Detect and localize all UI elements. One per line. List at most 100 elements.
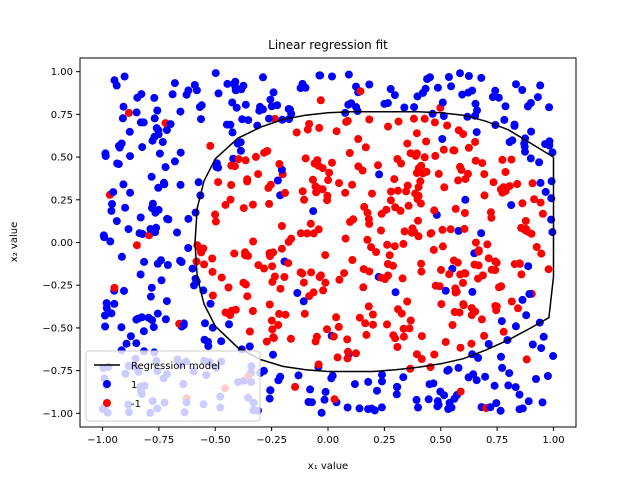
point-class-1 (306, 385, 315, 394)
point-class-neg1 (403, 297, 412, 306)
point-class-neg1 (377, 226, 385, 235)
point-class-1 (444, 73, 453, 81)
point-class-1 (140, 257, 149, 266)
point-class-neg1 (414, 183, 423, 192)
point-class-neg1 (457, 165, 466, 174)
point-class-1 (154, 183, 163, 192)
point-class-neg1 (460, 209, 469, 217)
point-class-1 (231, 86, 240, 95)
point-class-1 (112, 217, 121, 226)
point-class-1 (518, 404, 527, 413)
point-class-1 (378, 370, 386, 379)
point-class-1 (393, 383, 402, 391)
point-class-neg1 (260, 264, 268, 273)
point-class-neg1 (362, 330, 371, 339)
x-tick-label: −0.75 (144, 435, 175, 446)
point-class-neg1 (268, 262, 277, 271)
point-class-1 (504, 381, 513, 390)
point-class-1 (197, 101, 206, 110)
point-class-neg1 (501, 168, 510, 176)
point-class-neg1 (452, 287, 461, 296)
point-class-1 (214, 163, 223, 172)
point-class-neg1 (284, 237, 293, 246)
point-class-neg1 (361, 143, 370, 152)
point-class-1 (179, 321, 188, 329)
point-class-neg1 (518, 199, 527, 208)
point-class-1 (501, 102, 510, 111)
point-class-1 (276, 372, 285, 381)
point-class-1 (474, 353, 483, 362)
point-class-neg1 (431, 151, 440, 160)
point-class-neg1 (343, 335, 352, 344)
point-class-1 (139, 118, 148, 127)
point-class-1 (505, 138, 514, 147)
point-class-1 (176, 148, 185, 157)
point-class-1 (208, 323, 217, 332)
point-class-1 (433, 83, 442, 92)
point-class-neg1 (299, 278, 308, 287)
point-class-1 (464, 72, 473, 80)
x-tick-label: −0.25 (256, 435, 287, 446)
point-class-neg1 (251, 152, 260, 161)
point-class-1 (468, 287, 477, 296)
point-class-1 (494, 93, 503, 102)
point-class-1 (121, 203, 130, 212)
point-class-1 (488, 93, 497, 101)
point-class-neg1 (358, 166, 367, 175)
point-class-1 (438, 98, 447, 107)
point-class-neg1 (341, 188, 350, 197)
point-class-1 (161, 315, 170, 324)
point-class-1 (541, 140, 550, 149)
point-class-neg1 (316, 96, 325, 105)
point-class-1 (537, 344, 546, 353)
point-class-1 (536, 81, 545, 90)
point-class-neg1 (429, 245, 438, 254)
point-class-neg1 (348, 180, 357, 189)
point-class-neg1 (399, 332, 408, 341)
point-class-1 (153, 309, 162, 318)
point-class-neg1 (245, 327, 254, 336)
point-class-neg1 (208, 254, 217, 263)
point-class-1 (101, 311, 109, 320)
point-class-neg1 (420, 153, 429, 162)
point-class-1 (355, 404, 364, 413)
point-class-neg1 (364, 302, 373, 311)
point-class-neg1 (480, 331, 489, 340)
point-class-1 (526, 99, 535, 107)
point-class-1 (344, 70, 353, 79)
point-class-neg1 (544, 265, 553, 274)
point-class-1 (421, 84, 430, 93)
point-class-1 (481, 372, 490, 381)
point-class-neg1 (427, 229, 436, 238)
point-class-1 (107, 309, 116, 318)
point-class-neg1 (456, 343, 465, 352)
point-class-neg1 (532, 243, 541, 251)
point-class-1 (328, 72, 336, 81)
point-class-neg1 (268, 325, 277, 334)
point-class-1 (547, 177, 556, 186)
point-class-neg1 (234, 155, 243, 164)
point-class-1 (500, 115, 509, 124)
point-class-1 (321, 387, 330, 396)
point-class-neg1 (384, 122, 392, 131)
point-class-neg1 (537, 249, 546, 258)
point-class-neg1 (477, 315, 486, 324)
point-class-neg1 (243, 292, 252, 301)
point-class-neg1 (438, 242, 447, 251)
point-class-1 (266, 386, 275, 395)
point-class-neg1 (417, 355, 426, 363)
point-class-neg1 (254, 170, 263, 179)
point-class-1 (109, 188, 118, 197)
point-class-1 (426, 73, 434, 82)
point-class-neg1 (268, 277, 277, 286)
point-class-1 (269, 88, 278, 97)
point-class-neg1 (464, 143, 473, 152)
point-class-1 (228, 98, 237, 107)
point-class-neg1 (355, 313, 364, 322)
point-class-neg1 (206, 141, 215, 150)
point-class-neg1 (227, 161, 236, 170)
y-tick-label: 0.00 (51, 238, 73, 249)
point-class-1 (458, 90, 467, 99)
point-class-neg1 (377, 273, 386, 282)
point-class-1 (148, 136, 157, 145)
